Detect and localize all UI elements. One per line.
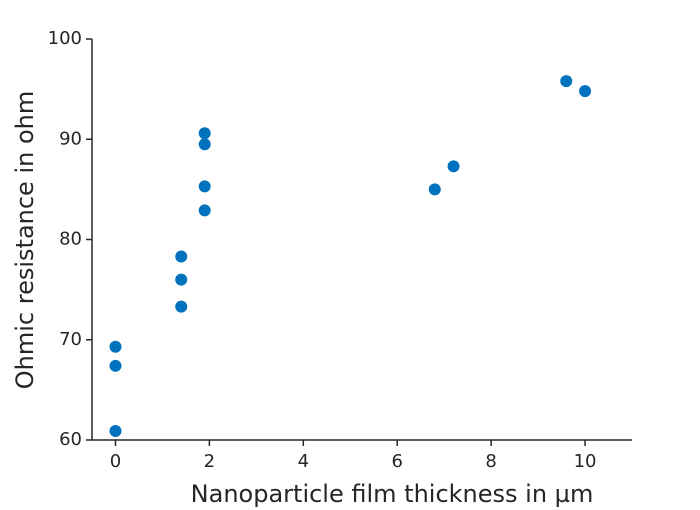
data-point (198, 204, 211, 217)
x-tick-label: 2 (204, 451, 215, 472)
data-point (109, 424, 122, 437)
x-tick-label: 8 (485, 451, 496, 472)
y-tick-label: 80 (59, 229, 82, 250)
x-tick-label: 10 (574, 451, 597, 472)
y-tick-label: 70 (59, 329, 82, 350)
data-point (198, 180, 211, 193)
y-tick-label: 60 (59, 429, 82, 450)
data-point (109, 340, 122, 353)
data-point (560, 75, 573, 88)
x-tick-label: 4 (298, 451, 309, 472)
data-point (198, 138, 211, 151)
data-point (175, 273, 188, 286)
y-tick-label: 90 (59, 128, 82, 149)
data-point (175, 300, 188, 313)
data-point (198, 127, 211, 140)
x-tick-label: 0 (110, 451, 121, 472)
y-tick-label: 100 (48, 28, 82, 49)
data-point (428, 183, 441, 196)
y-axis-label: Ohmic resistance in ohm (11, 91, 39, 389)
x-tick-label: 6 (391, 451, 402, 472)
data-point (447, 160, 460, 173)
x-axis-label: Nanoparticle film thickness in µm (191, 480, 594, 508)
data-point (175, 250, 188, 263)
data-point (579, 85, 592, 98)
data-point (109, 359, 122, 372)
